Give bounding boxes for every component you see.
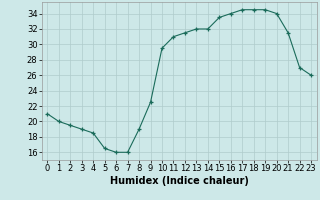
X-axis label: Humidex (Indice chaleur): Humidex (Indice chaleur) — [110, 176, 249, 186]
